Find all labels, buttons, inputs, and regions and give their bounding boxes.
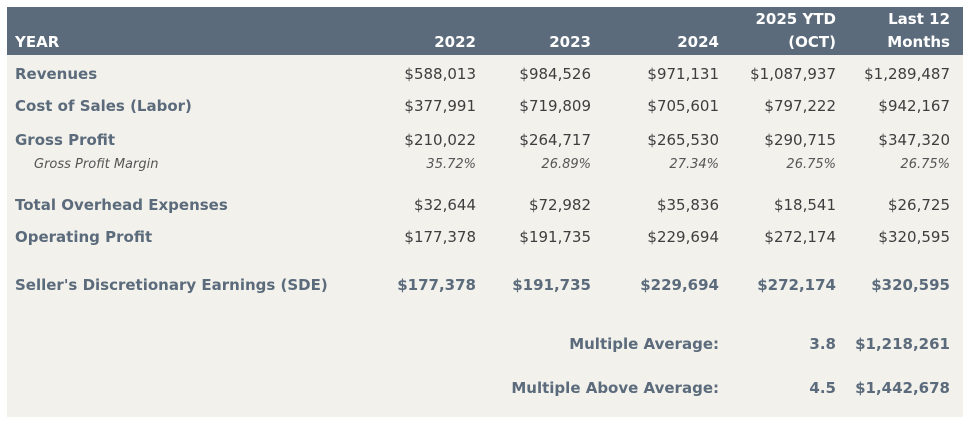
cell-value: $320,595: [871, 276, 950, 294]
cell-value: $35,836: [656, 196, 719, 214]
cell-value: $984,526: [519, 65, 591, 83]
row-label: Cost of Sales (Labor): [15, 97, 192, 115]
cell-value: 26.75%: [900, 157, 950, 172]
table-background: [7, 7, 963, 417]
multiple-label: Multiple Above Average:: [511, 379, 719, 397]
header-cell: (OCT): [788, 33, 836, 51]
cell-value: $290,715: [764, 131, 836, 149]
cell-value: $588,013: [404, 65, 476, 83]
cell-value: $347,320: [878, 131, 950, 149]
header-band: [7, 7, 963, 55]
cell-value: $229,694: [640, 276, 719, 294]
cell-value: $191,735: [512, 276, 591, 294]
cell-value: $210,022: [404, 131, 476, 149]
header-cell: 2025 YTD: [755, 10, 836, 28]
row-label: Operating Profit: [15, 228, 153, 246]
header-cell: YEAR: [15, 33, 60, 51]
cell-value: 26.89%: [541, 157, 591, 172]
header-cell: 2024: [677, 33, 719, 51]
cell-value: 26.75%: [786, 157, 836, 172]
cell-value: $177,378: [397, 276, 476, 294]
row-label: Gross Profit: [15, 131, 116, 149]
cell-value: $272,174: [764, 228, 836, 246]
cell-value: 35.72%: [426, 157, 476, 172]
cell-value: $26,725: [887, 196, 950, 214]
header-cell: 2022: [434, 33, 476, 51]
cell-value: $264,717: [519, 131, 591, 149]
cell-value: $72,982: [528, 196, 591, 214]
cell-value: $942,167: [878, 97, 950, 115]
multiple-value: $1,218,261: [855, 335, 950, 353]
row-label: Total Overhead Expenses: [15, 196, 228, 214]
cell-value: $320,595: [878, 228, 950, 246]
cell-value: $191,735: [519, 228, 591, 246]
row-label: Gross Profit Margin: [34, 157, 159, 172]
cell-value: $1,289,487: [864, 65, 950, 83]
cell-value: $272,174: [757, 276, 836, 294]
multiple-value: $1,442,678: [855, 379, 950, 397]
row-label: Revenues: [15, 65, 98, 83]
cell-value: $18,541: [773, 196, 836, 214]
header-cell: 2023: [549, 33, 591, 51]
cell-value: 27.34%: [669, 157, 719, 172]
multiple-label: Multiple Average:: [569, 335, 719, 353]
cell-value: $229,694: [647, 228, 719, 246]
cell-value: $177,378: [404, 228, 476, 246]
header-cell: Last 12: [888, 10, 950, 28]
multiple-factor: 3.8: [809, 335, 836, 353]
cell-value: $32,644: [413, 196, 476, 214]
header-cell: Months: [887, 33, 950, 51]
cell-value: $265,530: [647, 131, 719, 149]
row-label: Seller's Discretionary Earnings (SDE): [15, 276, 328, 294]
cell-value: $705,601: [647, 97, 719, 115]
multiple-factor: 4.5: [809, 379, 836, 397]
cell-value: $377,991: [404, 97, 476, 115]
cell-value: $719,809: [519, 97, 591, 115]
cell-value: $797,222: [764, 97, 836, 115]
cell-value: $971,131: [647, 65, 719, 83]
cell-value: $1,087,937: [750, 65, 836, 83]
